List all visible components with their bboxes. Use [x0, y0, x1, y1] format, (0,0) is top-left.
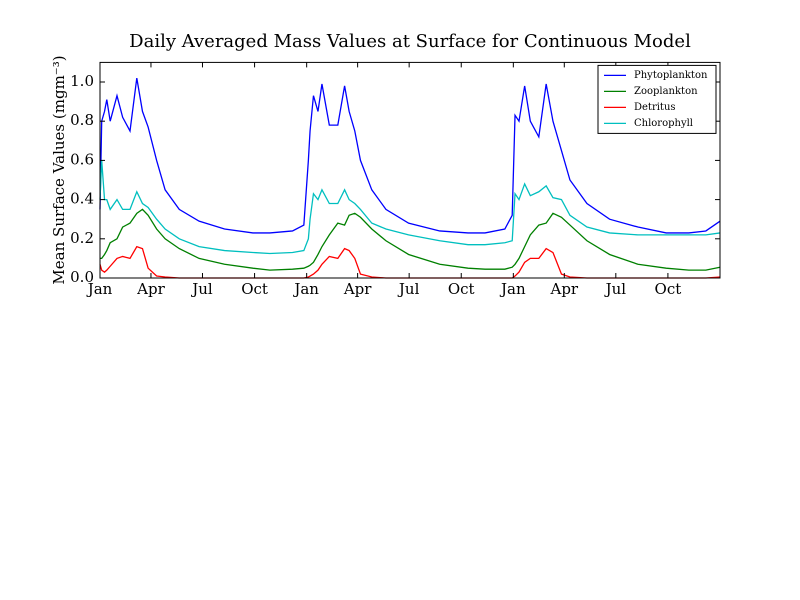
y-tick-label: 0.8 — [70, 111, 94, 129]
x-tick-label: Jul — [190, 280, 213, 298]
x-tick-label: Oct — [241, 280, 268, 298]
y-tick-label: 1.0 — [70, 72, 94, 90]
series-line — [99, 77, 721, 234]
x-tick-label: Jan — [292, 280, 319, 298]
legend-label: Chlorophyll — [634, 118, 693, 129]
x-tick-label: Jan — [499, 280, 526, 298]
y-tick-label: 0.2 — [70, 229, 94, 247]
series-line — [99, 245, 721, 279]
x-tick-label: Oct — [655, 280, 682, 298]
y-tick-label: 0.4 — [70, 190, 94, 208]
x-tick-label: Apr — [136, 280, 165, 298]
legend-label: Zooplankton — [634, 86, 698, 97]
legend-label: Detritus — [634, 102, 676, 113]
chart-title: Daily Averaged Mass Values at Surface fo… — [129, 31, 691, 52]
x-tick-label: Oct — [448, 280, 475, 298]
legend-label: Phytoplankton — [634, 70, 708, 81]
y-tick-label: 0.6 — [70, 150, 94, 168]
series-line — [99, 160, 721, 255]
y-axis-label: Mean Surface Values (mgm⁻³) — [50, 55, 68, 284]
x-tick-label: Jan — [86, 280, 113, 298]
y-tick-label: 0.0 — [70, 268, 94, 286]
legend-box — [597, 64, 717, 134]
x-tick-label: Jul — [604, 280, 627, 298]
x-tick-label: Apr — [549, 280, 578, 298]
x-tick-label: Apr — [343, 280, 372, 298]
series-line — [100, 208, 721, 271]
x-tick-label: Jul — [397, 280, 420, 298]
plot-frame — [99, 61, 721, 279]
